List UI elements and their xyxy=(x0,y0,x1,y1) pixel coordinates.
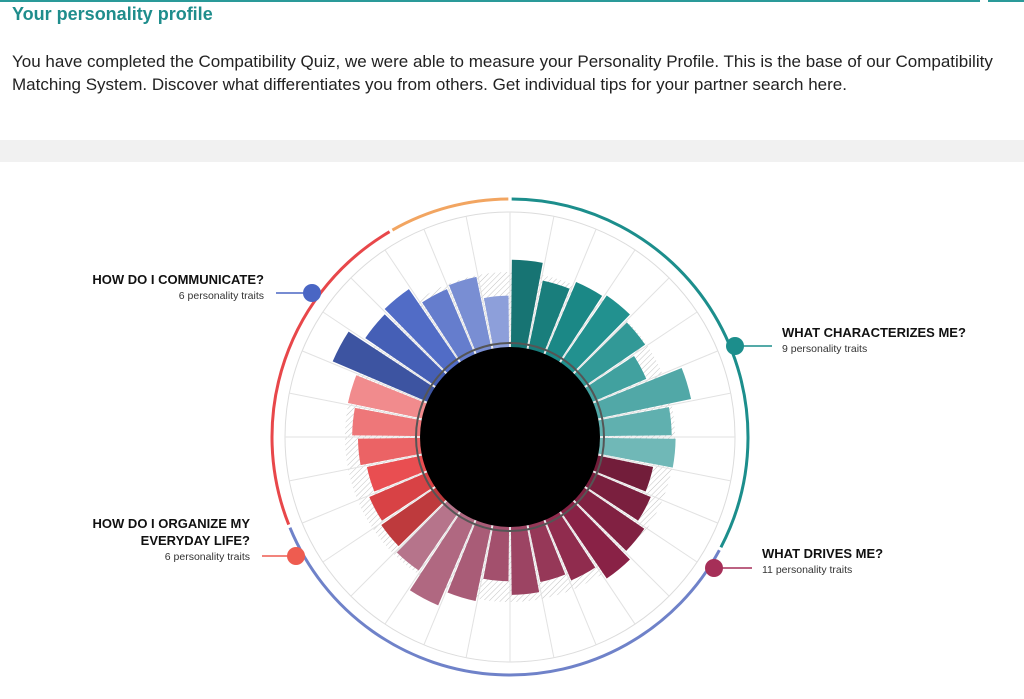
category-subtitle: 11 personality traits xyxy=(762,564,852,576)
trait-bar[interactable] xyxy=(384,289,461,375)
trait-bar[interactable] xyxy=(596,407,672,437)
trait-bar[interactable] xyxy=(544,282,603,364)
top-rule xyxy=(0,0,980,2)
category-title[interactable]: WHAT CHARACTERIZES ME? xyxy=(782,325,966,340)
category-arc xyxy=(391,197,509,232)
category-arc xyxy=(270,230,391,526)
grid-line xyxy=(301,350,429,404)
trait-bar[interactable] xyxy=(591,455,654,492)
page-title: Your personality profile xyxy=(12,4,213,24)
category-marker[interactable] xyxy=(287,547,305,565)
trait-bar[interactable] xyxy=(583,355,647,403)
trait-bar[interactable] xyxy=(572,322,646,388)
trait-bar[interactable] xyxy=(510,523,540,595)
trait-bar[interactable] xyxy=(332,331,437,403)
trait-bar[interactable] xyxy=(528,280,570,356)
trait-bar[interactable] xyxy=(409,510,476,606)
grid-line xyxy=(289,453,424,482)
intro-text: You have completed the Compatibility Qui… xyxy=(12,52,993,94)
grid-line xyxy=(591,350,719,404)
grid-line xyxy=(543,518,597,646)
category-title[interactable]: WHAT DRIVES ME? xyxy=(762,546,883,561)
trait-bar[interactable] xyxy=(347,375,429,419)
trait-bar[interactable] xyxy=(422,289,476,364)
category-marker[interactable] xyxy=(303,284,321,302)
trait-bar[interactable] xyxy=(483,295,510,351)
grid-line xyxy=(465,216,494,351)
section-band xyxy=(0,140,1024,162)
trait-bar[interactable] xyxy=(396,499,461,571)
grid-line xyxy=(289,392,424,421)
trait-bar[interactable] xyxy=(572,486,645,551)
grid-line xyxy=(465,523,494,658)
grid-line xyxy=(384,509,462,625)
category-title[interactable]: HOW DO I ORGANIZE MY xyxy=(93,516,251,531)
trait-bar[interactable] xyxy=(510,259,543,351)
category-title[interactable]: EVERYDAY LIFE? xyxy=(141,533,250,548)
grid-line xyxy=(596,453,731,482)
center-disc xyxy=(420,347,600,527)
grid-line xyxy=(350,277,449,376)
trait-bar[interactable] xyxy=(447,518,492,601)
trait-bar[interactable] xyxy=(381,486,448,547)
grid-line xyxy=(526,216,555,351)
trait-bar[interactable] xyxy=(528,518,566,582)
trait-bar[interactable] xyxy=(366,455,429,492)
grid-line xyxy=(543,228,597,356)
grid-line xyxy=(350,498,449,597)
trait-bar[interactable] xyxy=(583,471,651,521)
grid-line xyxy=(591,470,719,524)
category-subtitle: 6 personality traits xyxy=(179,290,264,302)
category-arc xyxy=(288,527,721,677)
grid-line xyxy=(582,485,698,563)
grid-line xyxy=(582,311,698,389)
grid-line xyxy=(423,518,477,646)
grid-line xyxy=(558,509,636,625)
trait-bar[interactable] xyxy=(559,499,630,579)
trait-bar[interactable] xyxy=(596,437,676,468)
top-rule-right xyxy=(988,0,1024,2)
trait-bar[interactable] xyxy=(369,471,437,521)
grid-line xyxy=(301,470,429,524)
grid-line xyxy=(558,249,636,365)
grid-line xyxy=(384,249,462,365)
grid-line xyxy=(571,498,670,597)
grid-line xyxy=(526,523,555,658)
trait-bar[interactable] xyxy=(483,523,510,582)
trait-bar[interactable] xyxy=(352,407,424,437)
trait-bar[interactable] xyxy=(365,314,448,388)
category-marker[interactable] xyxy=(705,559,723,577)
trait-bar[interactable] xyxy=(591,367,692,419)
trait-bar[interactable] xyxy=(357,437,424,466)
trait-bar[interactable] xyxy=(544,510,596,581)
category-arc xyxy=(511,197,750,548)
grid-line xyxy=(571,277,670,376)
trait-bar[interactable] xyxy=(559,295,630,375)
grid-line xyxy=(596,392,731,421)
grid-line xyxy=(322,485,438,563)
category-marker[interactable] xyxy=(726,337,744,355)
grid-line xyxy=(322,311,438,389)
category-subtitle: 9 personality traits xyxy=(782,343,867,355)
category-subtitle: 6 personality traits xyxy=(165,551,250,563)
trait-bar[interactable] xyxy=(448,276,492,356)
center-ring xyxy=(415,342,605,532)
grid-line xyxy=(423,228,477,356)
personality-chart: WHAT CHARACTERIZES ME? 9 personality trai… xyxy=(92,197,966,677)
category-title[interactable]: HOW DO I COMMUNICATE? xyxy=(92,272,264,287)
